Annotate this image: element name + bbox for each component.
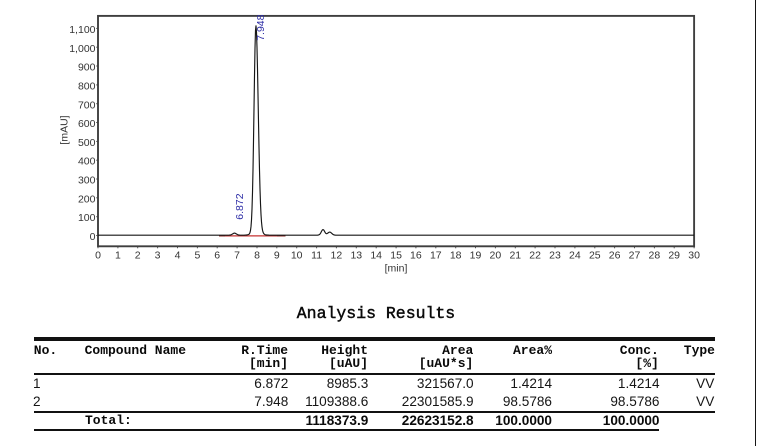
- svg-text:17: 17: [430, 250, 442, 262]
- svg-text:100: 100: [78, 212, 96, 224]
- svg-text:600: 600: [78, 118, 96, 130]
- svg-text:4: 4: [175, 250, 181, 262]
- svg-text:8: 8: [254, 250, 260, 262]
- svg-text:7.948: 7.948: [255, 14, 267, 40]
- svg-text:14: 14: [370, 250, 382, 262]
- svg-text:22: 22: [529, 250, 541, 262]
- svg-text:30: 30: [688, 250, 700, 262]
- svg-text:1,100: 1,100: [69, 24, 95, 36]
- svg-text:20: 20: [490, 250, 502, 262]
- svg-text:[min]: [min]: [385, 263, 408, 275]
- svg-text:28: 28: [649, 250, 661, 262]
- svg-text:7: 7: [234, 250, 240, 262]
- svg-text:900: 900: [78, 62, 96, 74]
- svg-text:800: 800: [78, 80, 96, 92]
- svg-text:18: 18: [450, 250, 462, 262]
- svg-text:26: 26: [609, 250, 621, 262]
- svg-text:21: 21: [509, 250, 521, 262]
- svg-text:5: 5: [194, 250, 200, 262]
- svg-text:6: 6: [214, 250, 220, 262]
- svg-text:300: 300: [78, 175, 96, 187]
- svg-text:23: 23: [549, 250, 561, 262]
- svg-text:15: 15: [390, 250, 402, 262]
- svg-text:6.872: 6.872: [234, 193, 246, 219]
- svg-text:1: 1: [115, 250, 121, 262]
- svg-text:1,000: 1,000: [69, 43, 95, 55]
- svg-text:500: 500: [78, 137, 96, 149]
- svg-text:12: 12: [331, 250, 343, 262]
- svg-text:24: 24: [569, 250, 581, 262]
- svg-text:700: 700: [78, 99, 96, 111]
- svg-text:9: 9: [274, 250, 280, 262]
- svg-text:0: 0: [90, 231, 96, 243]
- svg-text:27: 27: [629, 250, 641, 262]
- svg-text:16: 16: [410, 250, 422, 262]
- svg-text:2: 2: [135, 250, 141, 262]
- svg-text:200: 200: [78, 193, 96, 205]
- svg-text:10: 10: [291, 250, 303, 262]
- svg-text:0: 0: [95, 250, 101, 262]
- svg-text:[mAU]: [mAU]: [59, 115, 71, 144]
- svg-text:3: 3: [155, 250, 161, 262]
- svg-text:11: 11: [311, 250, 322, 262]
- svg-text:13: 13: [350, 250, 362, 262]
- svg-text:400: 400: [78, 156, 96, 168]
- svg-text:29: 29: [668, 250, 680, 262]
- svg-text:19: 19: [470, 250, 482, 262]
- svg-text:25: 25: [589, 250, 601, 262]
